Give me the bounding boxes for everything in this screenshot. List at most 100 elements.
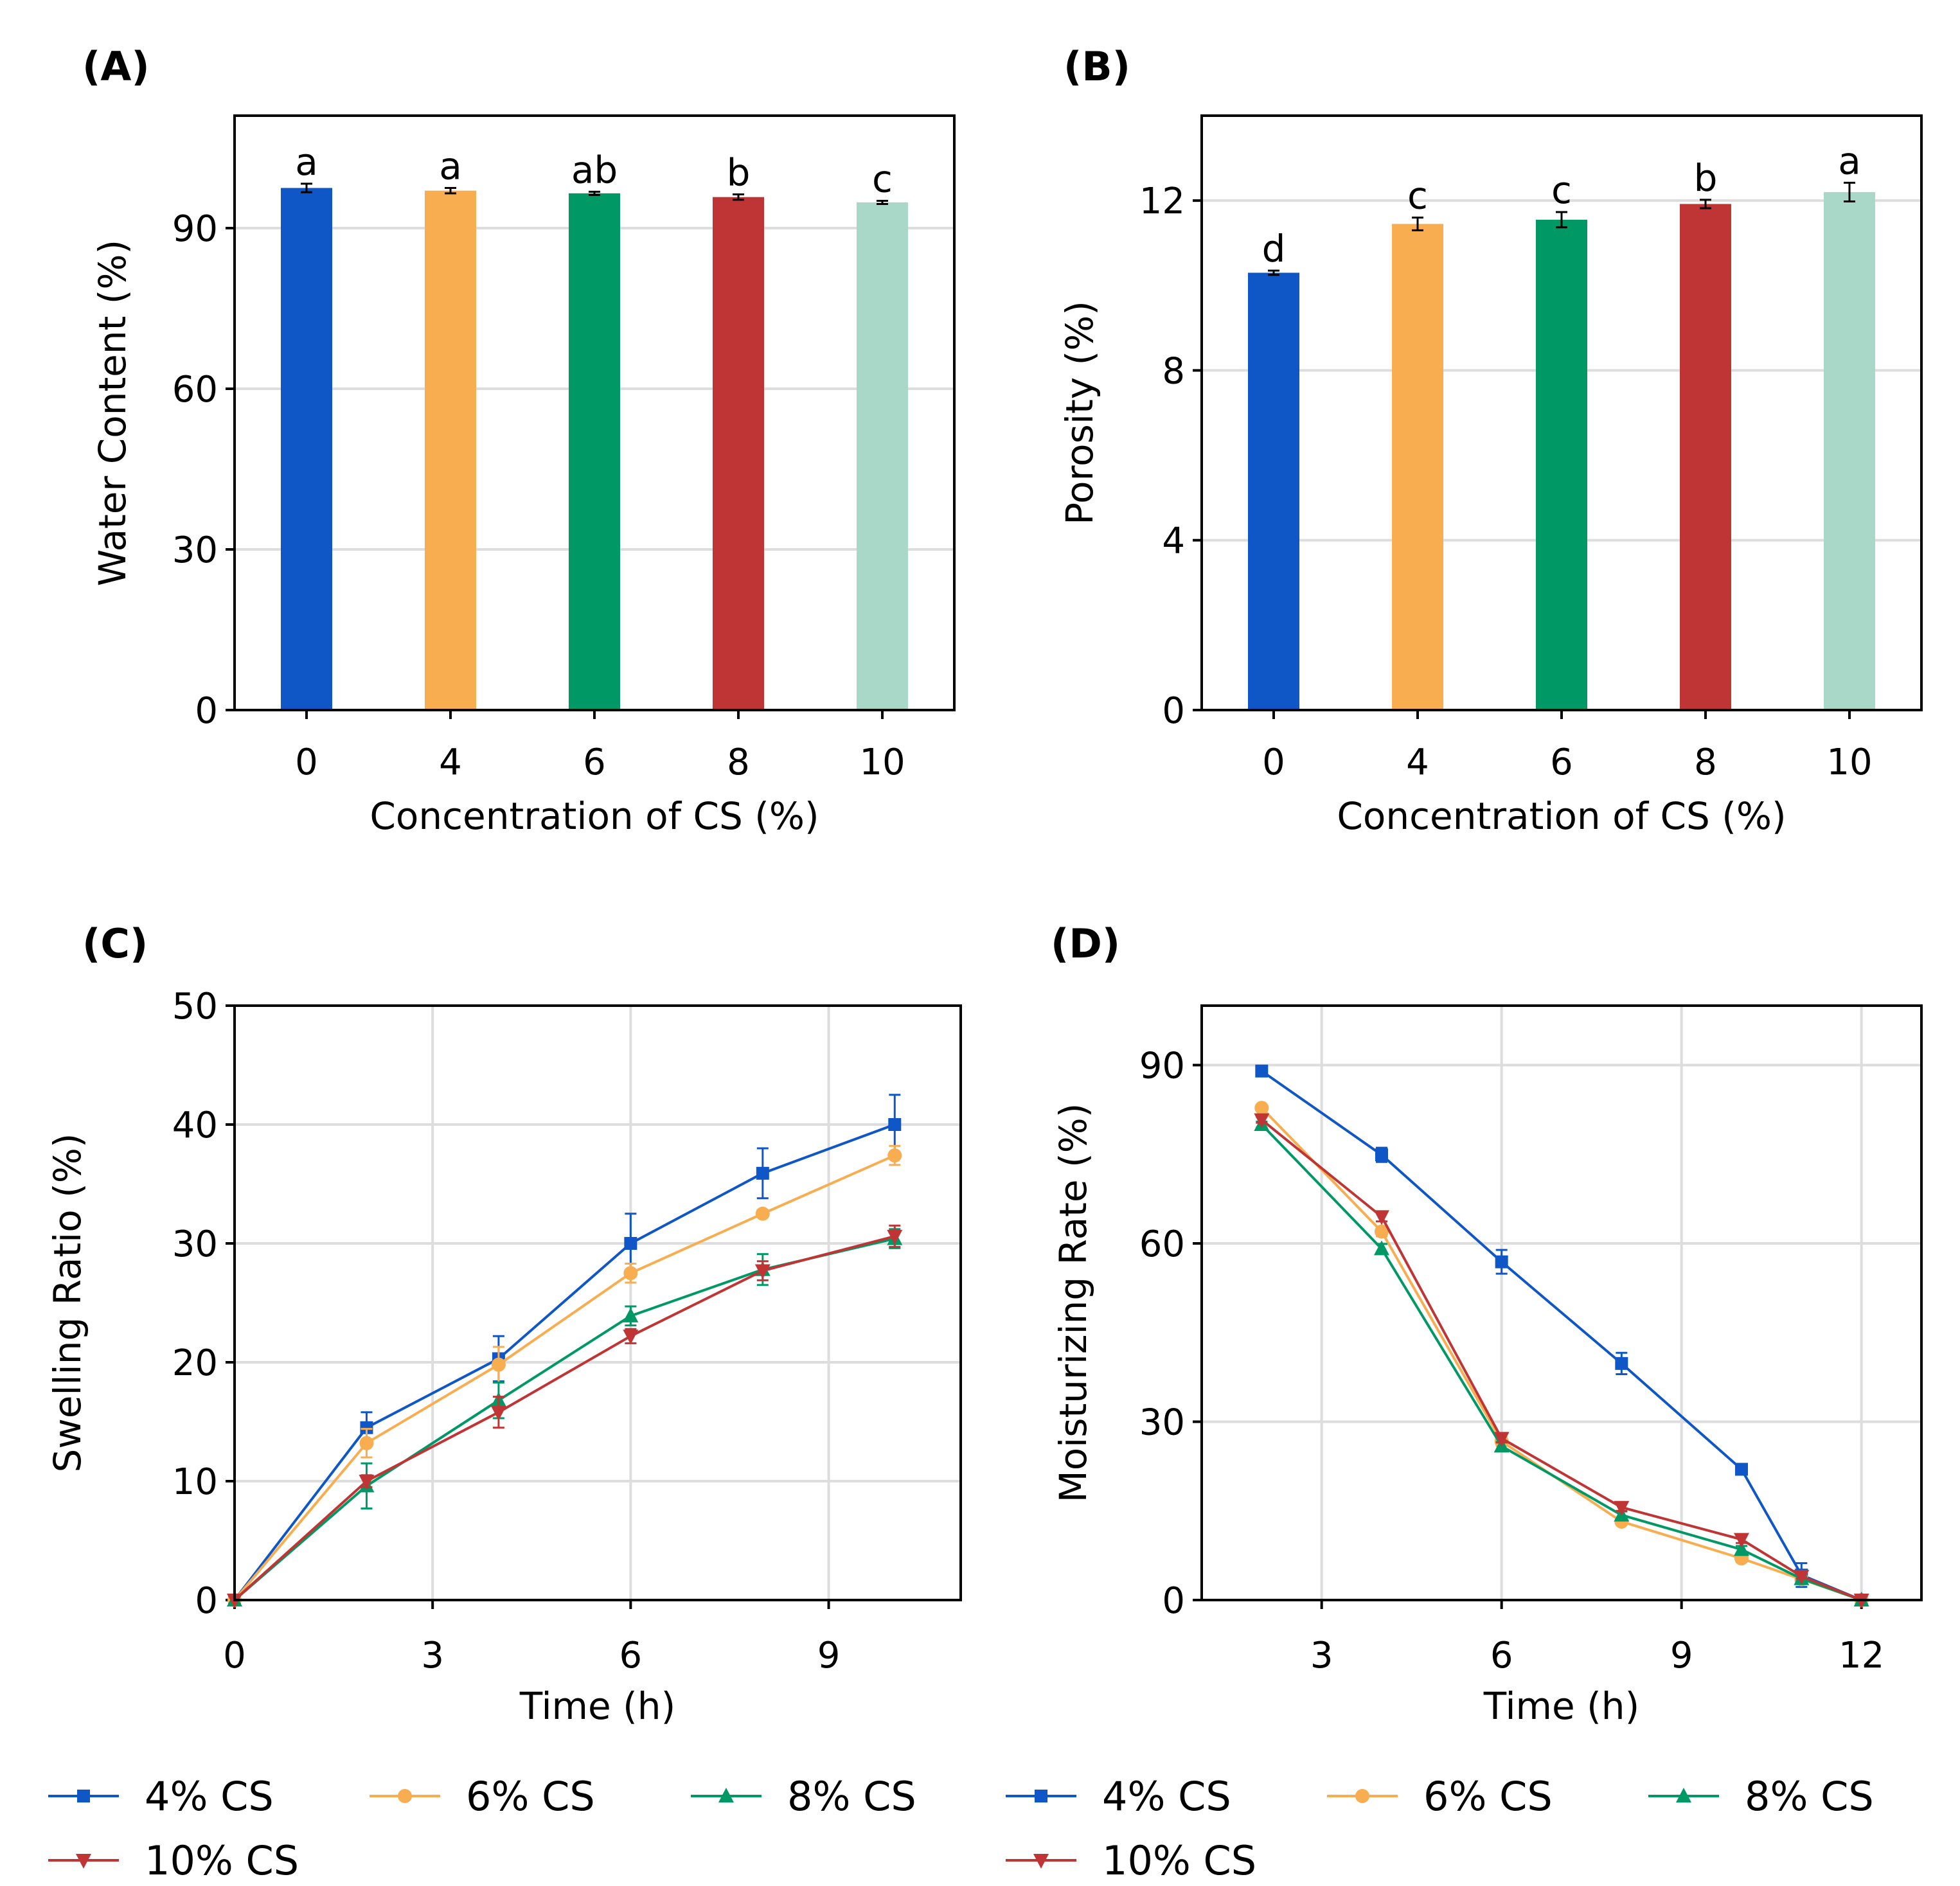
series-line [1260,1107,1862,1601]
y-tick-label: 0 [195,1580,218,1622]
series-4cs [1255,1064,1868,1606]
legend-item: 10% CS [1006,1837,1256,1884]
y-tick-label: 0 [1162,690,1185,732]
x-tick-label: 6 [619,1635,643,1677]
y-tick-label: 20 [172,1342,218,1384]
series-line [233,1237,895,1601]
data-point [1615,1357,1628,1370]
y-tick-label: 12 [1139,181,1185,222]
x-tick-label: 12 [1839,1635,1884,1677]
legend-item: 8% CS [691,1773,916,1820]
bar-0 [1248,272,1299,710]
data-point [1614,1500,1630,1516]
panel-b: (B) 0 4 8 12 d 0 c 4 c 6 b 8 a 10 Concentration of CS (… [1058,43,1923,838]
significance-label: a [1838,139,1861,182]
y-tick-label: 40 [172,1105,218,1146]
x-tick-label: 6 [1550,742,1573,783]
legend-item: 8% CS [1648,1773,1874,1820]
legend-label: 4% CS [1102,1773,1231,1820]
series-4cs [228,1094,902,1606]
legend-marker [77,1790,90,1802]
data-point [1254,1113,1270,1128]
legend-marker [1355,1789,1369,1803]
data-point [623,1307,639,1322]
y-tick-label: 0 [195,690,218,732]
significance-label: b [727,151,751,195]
x-axis-title: Concentration of CS (%) [1337,794,1786,838]
panel-c: (C) 0 10 20 30 40 50 0 3 6 9 4% CS 6% CS 8% CS 10% CS T… [46,920,962,1884]
x-axis-title: Time (h) [519,1684,675,1728]
significance-label: c [872,157,893,201]
series-line [1261,1070,1862,1601]
data-point [1495,1255,1508,1268]
y-tick-label: 30 [172,1223,218,1265]
legend-marker [1033,1854,1049,1869]
bar-6 [569,193,620,710]
data-point [1493,1432,1510,1447]
data-point [1375,1224,1389,1239]
y-axis-title: Porosity (%) [1058,301,1101,525]
bar-10 [1824,191,1875,710]
series-10cs [227,1224,903,1608]
data-point [491,1357,506,1372]
legend-item: 6% CS [370,1773,595,1820]
y-axis-title: Swelling Ratio (%) [46,1133,89,1472]
series-6cs [227,1144,902,1607]
panel-a: (A) 0 30 60 90 a 0 a 4 ab 6 b 8 c 10 Concentration of C… [82,43,956,838]
x-tick-label: 0 [1262,742,1285,783]
bar-4 [425,190,476,711]
x-axis-title: Time (h) [1483,1684,1639,1728]
y-axis-title: Water Content (%) [91,240,134,586]
legend-label: 4% CS [145,1773,274,1820]
y-tick-label: 60 [172,369,218,411]
x-tick-label: 0 [223,1635,246,1677]
data-point [1374,1240,1389,1256]
legend-label: 8% CS [1745,1773,1874,1820]
data-point [359,1436,374,1450]
plot-frame [233,114,956,711]
panel-label: (C) [82,920,148,967]
legend-marker [1676,1788,1691,1802]
x-tick-label: 4 [439,742,462,783]
series-line [233,1154,896,1601]
data-point [888,1118,902,1131]
series-line [233,1234,895,1601]
panel-label: (B) [1064,43,1130,90]
x-tick-label: 10 [859,742,905,783]
legend-marker [718,1788,734,1802]
plot-frame [1200,1004,1923,1601]
y-tick-label: 50 [172,986,218,1028]
significance-label: ab [571,148,618,191]
y-tick-label: 10 [172,1461,218,1503]
y-tick-label: 0 [1162,1580,1185,1622]
legend-label: 6% CS [466,1773,595,1820]
y-tick-label: 8 [1162,350,1185,392]
y-tick-label: 30 [1139,1402,1185,1444]
x-tick-label: 3 [1310,1635,1333,1677]
data-point [623,1330,639,1345]
series-line [1261,1119,1862,1601]
legend-item: 6% CS [1327,1773,1553,1820]
series-line [1260,1123,1862,1601]
significance-label: a [295,140,318,184]
plot-frame [233,1004,962,1601]
significance-label: a [439,145,462,188]
bar-10 [857,202,908,710]
data-point [887,1229,903,1245]
x-tick-label: 9 [1670,1635,1693,1677]
data-point [624,1237,637,1250]
y-tick-label: 60 [1139,1223,1185,1265]
legend-marker [76,1854,91,1869]
x-tick-label: 6 [1490,1635,1513,1677]
panel-label: (D) [1051,920,1120,967]
data-point [623,1266,638,1281]
data-point [1735,1463,1748,1476]
legend-item: 4% CS [1006,1773,1231,1820]
data-point [887,1148,902,1163]
data-point [1794,1570,1810,1585]
series-8cs [227,1228,903,1606]
significance-label: c [1551,168,1572,212]
x-tick-label: 4 [1406,742,1429,783]
legend-label: 8% CS [787,1773,916,1820]
